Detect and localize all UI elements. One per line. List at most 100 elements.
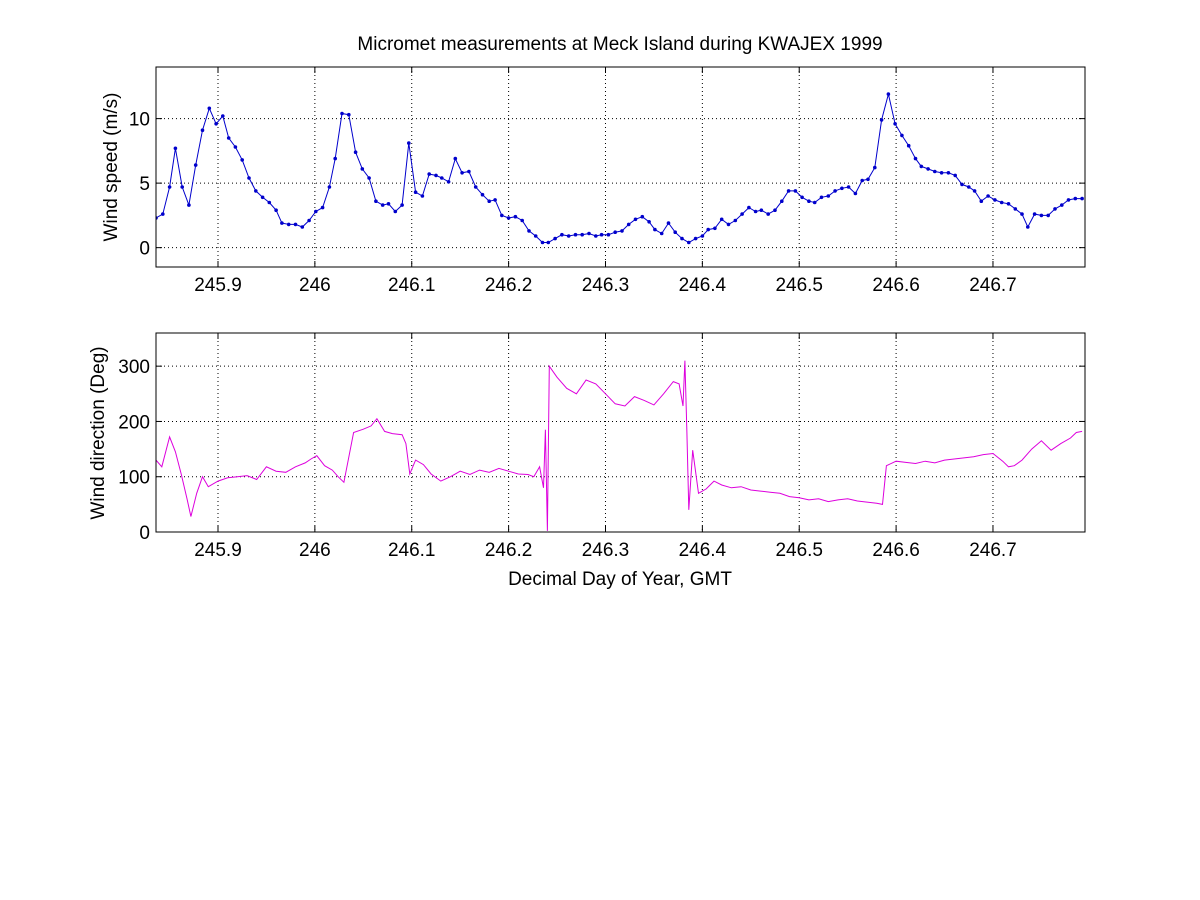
wind-speed-point [260,195,265,200]
wind-speed-point [161,212,165,216]
wind-speed-point [893,122,897,126]
wind-speed-point [374,199,378,203]
wind-speed-point [939,171,944,175]
wind-speed-point [480,192,485,197]
wind-speed-point [853,191,858,196]
wind-speed-point [993,198,997,202]
wind-speed-point [773,208,777,212]
wind-speed-point [599,232,604,237]
wind-speed-point [866,177,870,182]
wind-speed-point [1080,196,1084,201]
wind-speed-point [659,231,664,236]
wind-speed-point [913,156,918,161]
wind-direction-ticks: 245.9 246 246.1 246.2 246.3 246.4 246.5 246.6 24… [118,333,1085,561]
wind-speed-point [1066,198,1071,202]
wind-speed-point [353,150,358,154]
wind-speed-point [594,234,598,238]
wind-direction-xtick-label: 246.7 [969,540,1017,561]
wind-speed-point [407,141,411,145]
wind-direction-xtick-label: 246.5 [775,540,823,561]
wind-speed-point [706,227,710,232]
wind-speed-point [1060,203,1064,207]
wind-speed-point [819,195,824,200]
wind-speed-point [193,163,198,167]
wind-speed-point [173,146,178,151]
wind-speed-point [386,202,391,206]
wind-speed-ytick-label: 0 [139,239,150,260]
wind-speed-point [580,232,584,237]
wind-speed-point [826,194,831,198]
wind-speed-point [687,240,691,245]
wind-speed-point [846,185,851,189]
wind-speed-point [653,227,657,232]
wind-speed-point [587,231,591,236]
wind-speed-point [520,218,524,223]
wind-speed-point [812,200,817,205]
wind-speed-point [759,208,764,212]
wind-speed-point [1020,212,1024,216]
wind-speed-point [666,221,671,225]
wind-speed-point [187,203,191,207]
wind-speed-point [733,218,738,223]
wind-speed-point [693,236,698,241]
wind-speed-point [726,222,731,227]
wind-speed-point [886,92,891,96]
wind-speed-point [427,172,432,176]
wind-speed-point [226,136,231,140]
wind-speed-point [240,158,244,162]
wind-direction-axes-box [155,332,1086,533]
wind-speed-point [453,156,458,161]
wind-speed-point [800,195,804,200]
wind-speed-point [460,171,464,175]
wind-speed-point [933,169,937,174]
wind-speed-point [766,212,770,216]
wind-speed-point [267,200,272,205]
wind-speed-point [620,229,624,233]
wind-direction-ytick-label: 100 [118,468,150,489]
wind-speed-point [906,143,911,148]
wind-speed-point [780,199,784,203]
wind-speed-point [506,216,511,220]
wind-speed-point [553,236,557,241]
wind-speed-panel: 245.9 246 246.1 246.2 246.3 246.4 246.5 246.6 24… [101,66,1086,296]
wind-speed-point [967,185,971,189]
wind-speed-point [380,203,385,207]
wind-direction-ylabel: Wind direction (Deg) [88,346,109,519]
wind-speed-point [1006,202,1011,206]
wind-speed-point [180,185,184,189]
wind-speed-axes-box [155,66,1086,268]
wind-speed-point [700,234,705,238]
wind-speed-point [327,185,332,189]
wind-speed-point [673,230,677,234]
wind-direction-ytick-label: 200 [118,412,150,433]
wind-speed-point [393,209,398,214]
wind-speed-xtick-label: 245.9 [194,275,242,296]
wind-speed-point [1039,213,1044,218]
wind-speed-point [606,232,611,237]
wind-speed-xtick-label: 246.4 [679,275,727,296]
figure-title: Micromet measurements at Meck Island dur… [357,34,882,55]
wind-speed-xtick-label: 246.7 [969,275,1017,296]
wind-speed-point [879,118,884,122]
wind-speed-point [347,112,351,117]
wind-speed-point [1073,196,1078,201]
wind-speed-point [640,214,645,219]
wind-direction-ytick-label: 300 [118,357,150,378]
wind-speed-point [546,240,551,245]
wind-speed-point [440,176,444,180]
wind-speed-point [793,189,798,193]
wind-speed-ticks: 245.9 246 246.1 246.2 246.3 246.4 246.5 246.6 24… [129,67,1085,296]
wind-direction-xtick-label: 246 [299,540,331,561]
wind-speed-ylabel: Wind speed (m/s) [101,93,122,242]
wind-speed-point [986,194,990,198]
wind-speed-point [320,205,325,210]
wind-speed-point [647,220,651,224]
wind-speed-point [360,167,365,171]
wind-speed-point [860,178,864,183]
wind-speed-point [540,240,545,245]
wind-speed-point [493,198,497,202]
wind-speed-point [753,209,758,214]
wind-speed-point [513,214,518,219]
wind-speed-point [333,156,338,161]
